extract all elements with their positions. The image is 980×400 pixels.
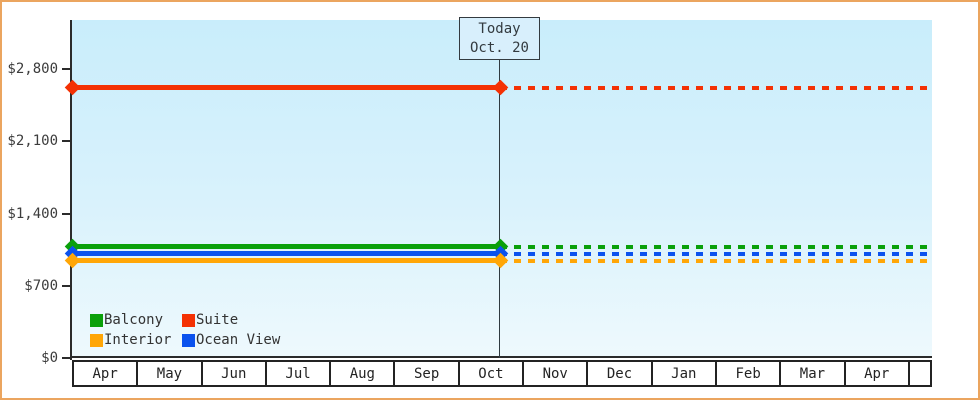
legend-item-suite: Suite <box>182 313 238 327</box>
today-line <box>499 59 500 358</box>
legend-label-balcony: Balcony <box>104 312 164 328</box>
y-tick-mark <box>62 212 70 215</box>
y-tick-mark <box>62 68 70 71</box>
month-cell-oct: Oct <box>459 362 525 385</box>
legend-label-ocean-view: Ocean View <box>196 332 281 348</box>
today-annotation-box: Today Oct. 20 <box>459 17 540 60</box>
legend-swatch-interior <box>90 333 103 347</box>
series-line-dotted-suite <box>500 86 932 90</box>
month-cell-aug: Aug <box>331 362 396 385</box>
series-line-dotted-interior <box>500 259 932 263</box>
month-cell-jun: Jun <box>202 362 267 385</box>
y-tick-mark <box>62 140 70 143</box>
legend-item-interior: Interior <box>90 333 171 347</box>
month-cell-nov: Nov <box>524 362 589 385</box>
plot-area <box>72 20 932 358</box>
y-tick-label: $700 <box>24 277 58 294</box>
series-line-dotted-balcony <box>500 245 932 249</box>
month-cell-apr: Apr <box>845 362 910 385</box>
y-axis-line <box>70 20 72 360</box>
month-cell-apr: Apr <box>74 362 139 385</box>
series-line-solid-balcony <box>72 244 500 249</box>
y-tick-label: $1,400 <box>7 205 58 222</box>
month-cell-filler <box>909 362 930 385</box>
month-cell-dec: Dec <box>588 362 653 385</box>
y-tick-mark <box>62 357 70 359</box>
month-cell-feb: Feb <box>716 362 782 385</box>
legend-label-interior: Interior <box>104 332 172 348</box>
y-tick-mark <box>62 284 70 287</box>
y-tick-label: $2,800 <box>7 61 58 78</box>
series-line-solid-ocean-view <box>72 251 500 256</box>
series-line-solid-suite <box>72 85 500 90</box>
today-annotation-line2: Oct. 20 <box>469 39 529 56</box>
x-axis-month-band: Apr May Jun Jul Aug Sep Oct Nov Dec Jan Feb Mar Apr <box>72 360 932 387</box>
month-cell-mar: Mar <box>781 362 846 385</box>
legend-item-balcony: Balcony <box>90 313 163 327</box>
month-cell-sep: Sep <box>395 362 460 385</box>
month-cell-jul: Jul <box>266 362 332 385</box>
series-line-dotted-ocean-view <box>500 252 932 256</box>
series-line-solid-interior <box>72 258 500 263</box>
legend-item-ocean-view: Ocean View <box>182 333 280 347</box>
legend-swatch-ocean-view <box>182 333 195 347</box>
legend-label-suite: Suite <box>196 312 239 328</box>
legend-swatch-suite <box>182 313 195 327</box>
y-tick-label: $0 <box>41 350 58 366</box>
month-cell-jan: Jan <box>652 362 717 385</box>
y-tick-label: $2,100 <box>7 133 58 150</box>
today-annotation-line1: Today <box>478 20 521 37</box>
legend-swatch-balcony <box>90 313 103 327</box>
month-cell-may: May <box>138 362 203 385</box>
